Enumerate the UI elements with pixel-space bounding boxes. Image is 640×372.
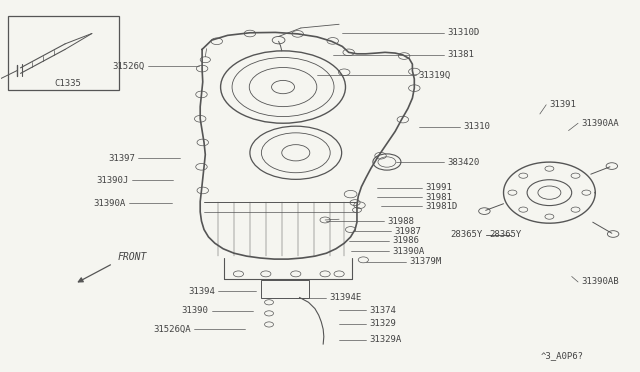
Text: 31987: 31987 bbox=[394, 227, 421, 236]
Text: 31390A: 31390A bbox=[93, 199, 125, 208]
Text: 31374: 31374 bbox=[369, 306, 396, 315]
Text: 31390A: 31390A bbox=[392, 247, 424, 256]
Text: 31394E: 31394E bbox=[330, 293, 362, 302]
Text: 31981: 31981 bbox=[425, 193, 452, 202]
Text: 31390AB: 31390AB bbox=[581, 278, 619, 286]
Text: C1335: C1335 bbox=[55, 79, 82, 88]
Text: 28365Y: 28365Y bbox=[489, 230, 521, 239]
Bar bbox=[8, 16, 119, 90]
Text: 31526QA: 31526QA bbox=[154, 325, 191, 334]
Text: 31310D: 31310D bbox=[447, 28, 480, 37]
Text: 31526Q: 31526Q bbox=[113, 61, 145, 71]
Text: 31319Q: 31319Q bbox=[419, 71, 451, 80]
Text: ^3_A0P6?: ^3_A0P6? bbox=[541, 351, 584, 360]
Text: 31379M: 31379M bbox=[409, 257, 442, 266]
Text: 31394: 31394 bbox=[188, 287, 215, 296]
Text: 31991: 31991 bbox=[425, 183, 452, 192]
Text: 31397: 31397 bbox=[108, 154, 135, 163]
Text: 31329A: 31329A bbox=[369, 336, 401, 344]
Text: 31390AA: 31390AA bbox=[581, 119, 619, 128]
Text: 31988: 31988 bbox=[387, 217, 414, 225]
Text: 31329: 31329 bbox=[369, 319, 396, 328]
Text: 383420: 383420 bbox=[447, 157, 480, 167]
Text: 31310: 31310 bbox=[463, 122, 490, 131]
Text: 28365Y: 28365Y bbox=[451, 230, 483, 239]
Bar bbox=[261, 280, 309, 298]
Text: 31381: 31381 bbox=[447, 51, 474, 60]
Text: FRONT: FRONT bbox=[117, 252, 147, 262]
Text: 31986: 31986 bbox=[392, 236, 419, 245]
Text: 31390J: 31390J bbox=[97, 176, 129, 185]
Text: 31390: 31390 bbox=[182, 306, 209, 315]
Text: 31981D: 31981D bbox=[425, 202, 458, 211]
Text: 31391: 31391 bbox=[549, 100, 576, 109]
